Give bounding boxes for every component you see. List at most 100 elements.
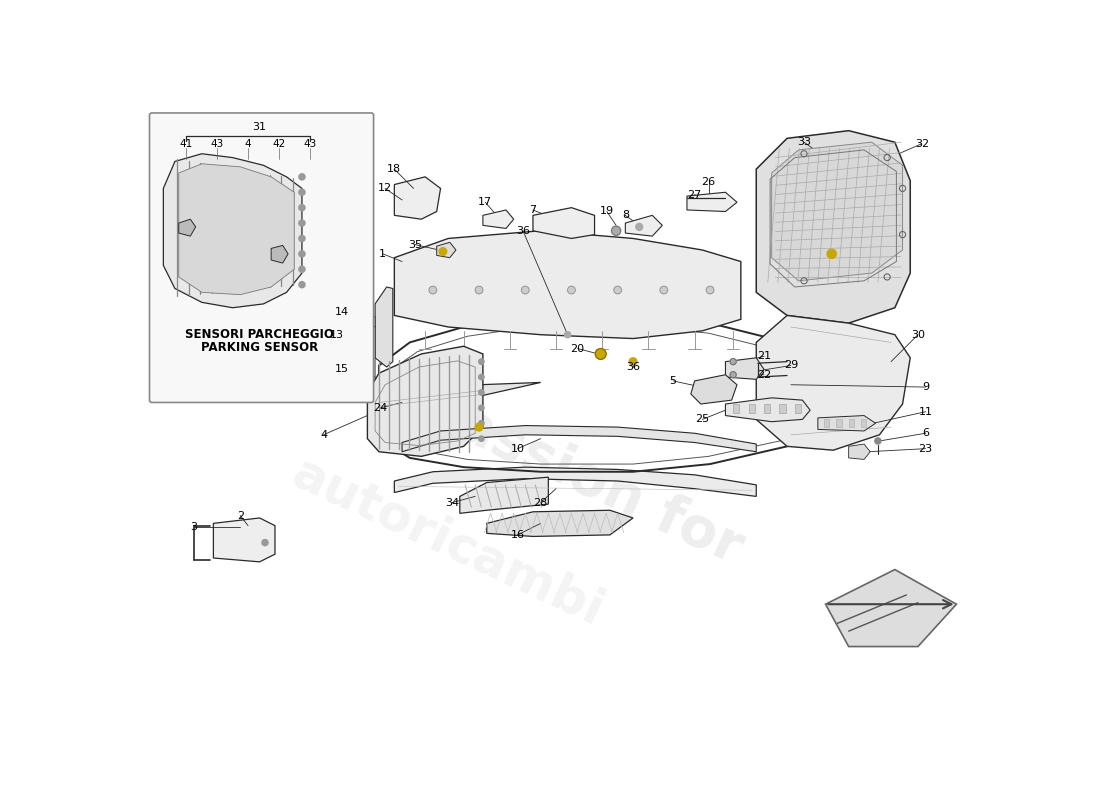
Polygon shape [271, 246, 288, 263]
Polygon shape [686, 192, 737, 211]
Circle shape [660, 286, 668, 294]
Circle shape [827, 250, 836, 258]
Circle shape [730, 372, 736, 378]
Text: 5: 5 [670, 376, 676, 386]
Circle shape [478, 374, 484, 380]
Text: 10: 10 [510, 444, 525, 454]
FancyBboxPatch shape [150, 113, 374, 402]
Circle shape [478, 436, 484, 442]
Circle shape [521, 286, 529, 294]
Polygon shape [772, 142, 902, 281]
Text: a passion for: a passion for [361, 355, 751, 576]
Text: 35: 35 [408, 240, 422, 250]
Polygon shape [375, 382, 541, 423]
Circle shape [299, 220, 305, 226]
Circle shape [299, 174, 305, 180]
Polygon shape [178, 164, 295, 294]
Text: 41: 41 [179, 138, 194, 149]
Circle shape [475, 286, 483, 294]
Circle shape [612, 226, 620, 235]
Polygon shape [691, 374, 737, 404]
Text: 32: 32 [915, 138, 928, 149]
Text: 20: 20 [571, 343, 585, 354]
Circle shape [595, 349, 606, 359]
Text: 42: 42 [272, 138, 286, 149]
Text: 15: 15 [336, 364, 349, 374]
Polygon shape [486, 510, 634, 537]
Text: 22: 22 [757, 370, 771, 380]
Polygon shape [395, 177, 440, 219]
Text: 17: 17 [478, 198, 493, 207]
Polygon shape [163, 154, 301, 308]
Polygon shape [534, 208, 594, 238]
Text: 36: 36 [626, 362, 640, 372]
Text: 23: 23 [918, 444, 933, 454]
Text: 16: 16 [510, 530, 525, 540]
Circle shape [614, 286, 622, 294]
Circle shape [730, 358, 736, 365]
Polygon shape [178, 219, 196, 236]
Circle shape [299, 235, 305, 242]
Circle shape [478, 390, 484, 395]
Circle shape [299, 189, 305, 195]
Polygon shape [757, 315, 911, 450]
Bar [836, 419, 842, 427]
Bar [733, 404, 739, 414]
Bar [779, 404, 785, 414]
Polygon shape [818, 415, 876, 431]
Polygon shape [726, 398, 810, 422]
Circle shape [629, 358, 637, 366]
Text: 14: 14 [334, 306, 349, 317]
Circle shape [478, 359, 484, 364]
Text: 7: 7 [529, 205, 537, 215]
Text: 24: 24 [373, 403, 387, 413]
Polygon shape [825, 570, 957, 646]
Text: 4: 4 [244, 138, 252, 149]
Text: 3: 3 [190, 522, 198, 532]
Text: 31: 31 [253, 122, 266, 132]
Bar [824, 419, 829, 427]
Text: 19: 19 [600, 206, 614, 217]
Text: 27: 27 [688, 190, 702, 199]
Polygon shape [403, 426, 757, 452]
Bar [749, 404, 755, 414]
Polygon shape [395, 467, 757, 496]
Text: 25: 25 [695, 414, 710, 424]
Text: 18: 18 [387, 164, 402, 174]
Polygon shape [483, 210, 514, 229]
Text: 11: 11 [918, 406, 933, 417]
Text: 43: 43 [210, 138, 224, 149]
Text: 13: 13 [330, 330, 343, 340]
Circle shape [478, 405, 484, 410]
Text: autoricambi: autoricambi [285, 450, 612, 636]
Circle shape [299, 205, 305, 210]
Circle shape [568, 286, 575, 294]
Text: 34: 34 [446, 498, 459, 507]
Polygon shape [849, 444, 870, 459]
Circle shape [299, 282, 305, 288]
Circle shape [299, 250, 305, 257]
Bar [763, 404, 770, 414]
Bar [861, 419, 867, 427]
Polygon shape [460, 477, 548, 514]
Bar [849, 419, 854, 427]
Circle shape [874, 438, 881, 444]
Text: 33: 33 [798, 138, 811, 147]
Polygon shape [395, 230, 741, 338]
Polygon shape [437, 242, 455, 258]
Text: 21: 21 [757, 351, 771, 362]
Polygon shape [375, 287, 393, 367]
Text: 8: 8 [621, 210, 629, 220]
Polygon shape [625, 215, 662, 236]
Text: 26: 26 [702, 178, 716, 187]
Text: 12: 12 [378, 183, 393, 194]
Text: SENSORI PARCHEGGIO: SENSORI PARCHEGGIO [185, 328, 334, 341]
Text: 2: 2 [236, 510, 244, 521]
Polygon shape [367, 346, 483, 456]
Circle shape [478, 421, 484, 426]
Circle shape [429, 286, 437, 294]
Bar [794, 404, 801, 414]
Circle shape [636, 223, 642, 230]
Polygon shape [726, 358, 763, 379]
Text: 43: 43 [302, 138, 317, 149]
